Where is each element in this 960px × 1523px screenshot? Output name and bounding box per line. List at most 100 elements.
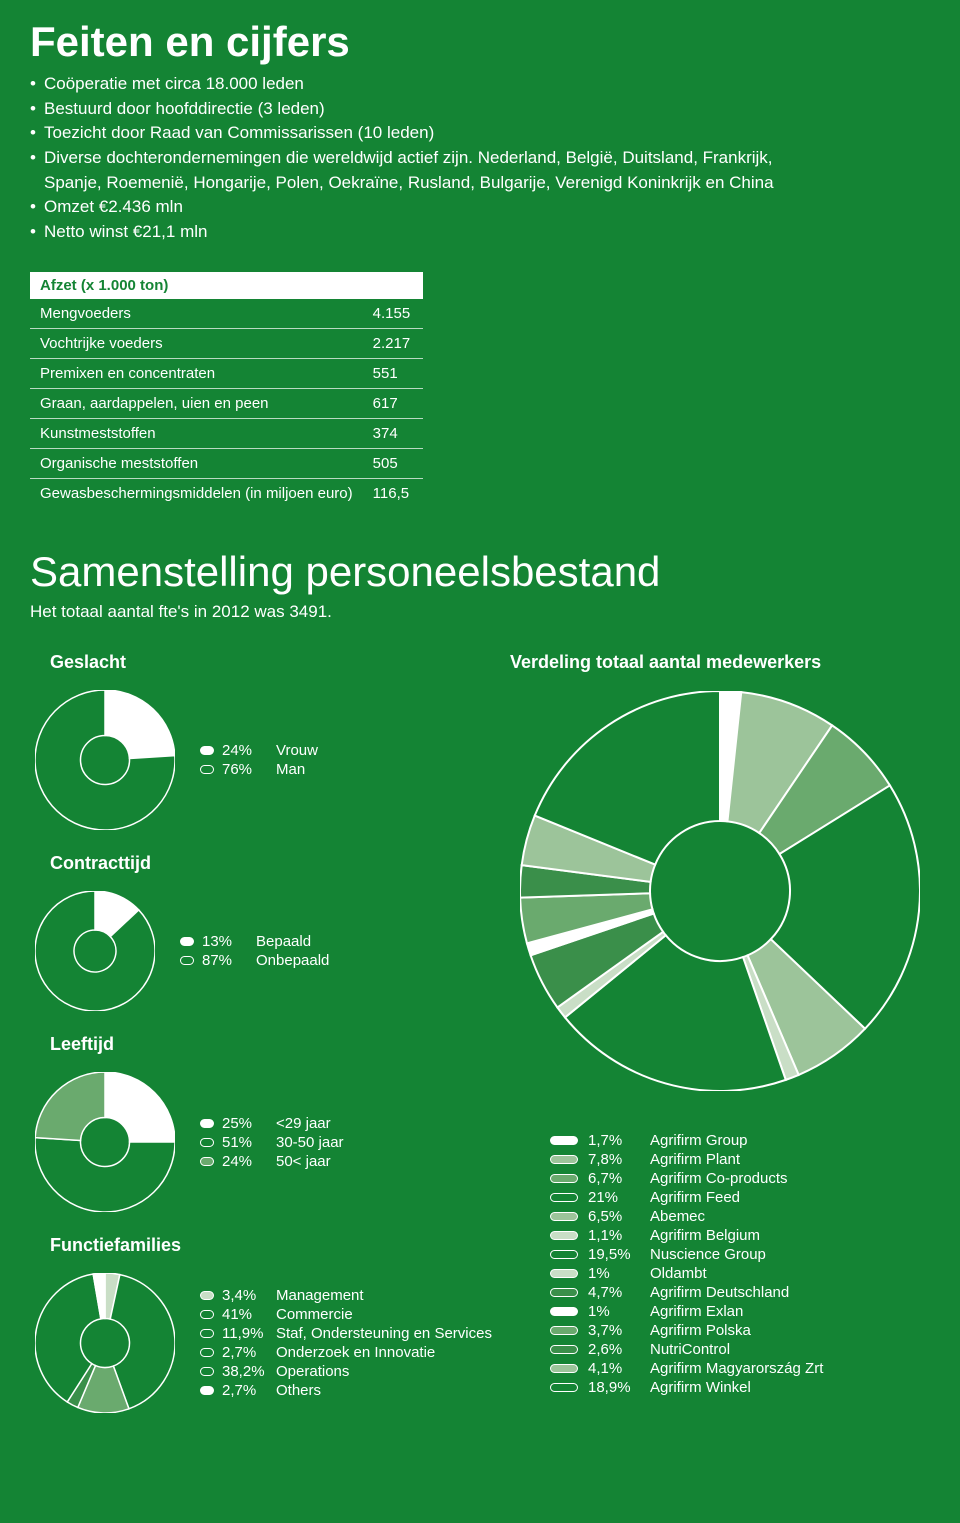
legend-label: Bepaald [256,933,311,950]
section-title-personeel: Samenstelling personeelsbestand [30,548,930,596]
legend-item: 1,7%Agrifirm Group [550,1131,930,1150]
legend-swatch [180,956,194,965]
table-cell-value: 505 [363,449,423,479]
legend-item: 1% Agrifirm Exlan [550,1302,930,1321]
legend-label: Abemec [650,1208,705,1225]
legend-label: Man [276,761,305,778]
legend-item: 6,7%Agrifirm Co-products [550,1169,930,1188]
page-title: Feiten en cijfers [30,18,930,66]
chart-title-verdeling: Verdeling totaal aantal medewerkers [510,652,930,673]
legend-label: Staf, Ondersteuning en Services [276,1325,492,1342]
legend-swatch [550,1288,578,1297]
legend-swatch [200,1310,214,1319]
legend-label: 30-50 jaar [276,1134,344,1151]
section-subtitle: Het totaal aantal fte's in 2012 was 3491… [30,602,930,622]
legend-pct: 38,2% [222,1363,268,1380]
legend-label: Others [276,1382,321,1399]
pie-contract [30,886,160,1016]
legend-item: 18,9%Agrifirm Winkel [550,1378,930,1397]
legend-pct: 24% [222,742,268,759]
legend-pct: 18,9% [588,1379,640,1396]
legend-label: Management [276,1287,364,1304]
fact-item: Diverse dochterondernemingen die wereldw… [30,146,930,171]
legend-pct: 76% [222,761,268,778]
pie-slice [35,1138,175,1212]
legend-item: 38,2%Operations [200,1362,492,1381]
legend-swatch [200,1119,214,1128]
legend-pct: 4,7% [588,1284,640,1301]
legend-pct: 21% [588,1189,640,1206]
right-column: Verdeling totaal aantal medewerkers 1,7%… [510,652,930,1436]
legend-item: 13%Bepaald [180,932,329,951]
legend-item: 2,7%Onderzoek en Innovatie [200,1343,492,1362]
legend-pct: 7,8% [588,1151,640,1168]
legend-label: Onbepaald [256,952,329,969]
legend-swatch [200,1291,214,1300]
legend-swatch [550,1269,578,1278]
legend-geslacht: 24% Vrouw 76% Man [200,741,318,779]
legend-pct: 1% [588,1303,640,1320]
legend-pct: 19,5% [588,1246,640,1263]
legend-pct: 3,4% [222,1287,268,1304]
legend-pct: 41% [222,1306,268,1323]
legend-item: 25%<29 jaar [200,1114,344,1133]
legend-label: Agrifirm Exlan [650,1303,743,1320]
legend-item: 4,1%Agrifirm Magyarország Zrt [550,1359,930,1378]
legend-item: 1,1%Agrifirm Belgium [550,1226,930,1245]
legend-label: Agrifirm Co-products [650,1170,788,1187]
table-row: Graan, aardappelen, uien en peen617 [30,389,423,419]
legend-pct: 51% [222,1134,268,1151]
legend-contract: 13%Bepaald87% Onbepaald [180,932,329,970]
facts-continuation: Spanje, Roemenië, Hongarije, Polen, Oekr… [30,171,930,196]
legend-swatch [200,765,214,774]
legend-pct: 87% [202,952,248,969]
table-cell-label: Graan, aardappelen, uien en peen [30,389,363,419]
table-cell-label: Gewasbeschermingsmiddelen (in miljoen eu… [30,479,363,509]
legend-label: Agrifirm Feed [650,1189,740,1206]
legend-label: Oldambt [650,1265,707,1282]
fact-item: Coöperatie met circa 18.000 leden [30,72,930,97]
pie-geslacht [30,685,180,835]
legend-item: 2,6%NutriControl [550,1340,930,1359]
table-cell-value: 551 [363,359,423,389]
legend-pct: 24% [222,1153,268,1170]
legend-swatch [550,1155,578,1164]
table-cell-value: 617 [363,389,423,419]
legend-swatch [550,1345,578,1354]
legend-label: Vrouw [276,742,318,759]
legend-pct: 2,6% [588,1341,640,1358]
legend-item: 41%Commercie [200,1305,492,1324]
table-row: Mengvoeders4.155 [30,299,423,329]
pie-slice [105,690,175,758]
legend-item: 1%Oldambt [550,1264,930,1283]
pie-verdeling [520,691,920,1091]
table-cell-value: 2.217 [363,329,423,359]
legend-verdeling: 1,7%Agrifirm Group7,8%Agrifirm Plant6,7%… [550,1131,930,1397]
table-cell-label: Mengvoeders [30,299,363,329]
chart-title-geslacht: Geslacht [50,652,470,673]
legend-pct: 25% [222,1115,268,1132]
table-row: Gewasbeschermingsmiddelen (in miljoen eu… [30,479,423,509]
legend-functie: 3,4% Management41%Commercie11,9% Staf, Ond… [200,1286,492,1400]
legend-swatch [550,1193,578,1202]
legend-pct: 6,5% [588,1208,640,1225]
legend-swatch [550,1326,578,1335]
legend-label: Agrifirm Polska [650,1322,751,1339]
legend-pct: 4,1% [588,1360,640,1377]
table-row: Organische meststoffen505 [30,449,423,479]
table-cell-label: Premixen en concentraten [30,359,363,389]
table-cell-label: Organische meststoffen [30,449,363,479]
legend-swatch [200,1348,214,1357]
legend-swatch [550,1231,578,1240]
chart-title-functie: Functiefamilies [50,1235,470,1256]
legend-item: 24% Vrouw [200,741,318,760]
pie-functie [30,1268,180,1418]
legend-item: 51% 30-50 jaar [200,1133,344,1152]
legend-pct: 11,9% [222,1325,268,1342]
fact-item: Bestuurd door hoofddirectie (3 leden) [30,97,930,122]
legend-swatch [180,937,194,946]
legend-pct: 2,7% [222,1344,268,1361]
legend-swatch [550,1136,578,1145]
pie-slice [35,1072,105,1140]
legend-label: Agrifirm Belgium [650,1227,760,1244]
